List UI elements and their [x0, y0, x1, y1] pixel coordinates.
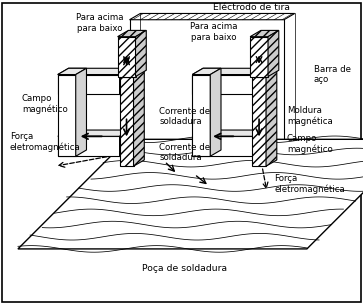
- Polygon shape: [135, 30, 146, 77]
- Text: Corrente de
soldadura: Corrente de soldadura: [159, 143, 210, 162]
- Polygon shape: [18, 139, 364, 249]
- Polygon shape: [254, 68, 265, 95]
- Text: Barra de
aço: Barra de aço: [314, 65, 351, 84]
- Polygon shape: [210, 68, 221, 156]
- Polygon shape: [119, 68, 130, 95]
- Polygon shape: [58, 74, 119, 95]
- Text: Campo
magnético: Campo magnético: [287, 134, 333, 154]
- Polygon shape: [254, 130, 265, 156]
- Polygon shape: [266, 70, 277, 166]
- Bar: [118, 37, 135, 77]
- Text: Campo
magnético: Campo magnético: [22, 95, 68, 114]
- Polygon shape: [58, 68, 87, 74]
- Text: Para acima
para baixo: Para acima para baixo: [76, 13, 123, 33]
- Polygon shape: [58, 68, 130, 74]
- Bar: [252, 77, 266, 166]
- Polygon shape: [250, 30, 279, 37]
- Text: Força
eletromagnética: Força eletromagnética: [10, 132, 81, 152]
- Polygon shape: [192, 130, 265, 136]
- Text: Moldura
magnética: Moldura magnética: [287, 106, 333, 126]
- Polygon shape: [192, 74, 210, 156]
- Polygon shape: [76, 68, 87, 156]
- Polygon shape: [252, 70, 277, 77]
- Polygon shape: [119, 130, 130, 156]
- Polygon shape: [58, 74, 76, 156]
- Polygon shape: [130, 13, 295, 20]
- Polygon shape: [58, 136, 119, 156]
- Text: Corrente de
soldadura: Corrente de soldadura: [159, 107, 210, 126]
- Text: Eléctrodo de tira: Eléctrodo de tira: [213, 3, 290, 12]
- Text: Poça de soldadura: Poça de soldadura: [142, 264, 227, 273]
- Polygon shape: [192, 68, 265, 74]
- Polygon shape: [119, 70, 144, 77]
- Polygon shape: [134, 70, 144, 166]
- Polygon shape: [118, 30, 146, 37]
- Polygon shape: [192, 68, 221, 74]
- Polygon shape: [192, 136, 254, 156]
- Polygon shape: [268, 30, 279, 77]
- Polygon shape: [58, 130, 130, 136]
- Bar: [119, 77, 134, 166]
- Text: Para acima
para baixo: Para acima para baixo: [190, 22, 238, 42]
- Text: Força
eletromagnética: Força eletromagnética: [274, 174, 345, 194]
- Bar: [250, 37, 268, 77]
- Polygon shape: [192, 74, 254, 95]
